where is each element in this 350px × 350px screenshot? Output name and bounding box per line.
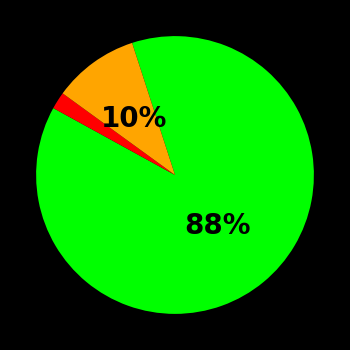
Text: 10%: 10%	[101, 105, 167, 133]
Text: 88%: 88%	[184, 212, 251, 240]
Wedge shape	[36, 36, 314, 314]
Wedge shape	[53, 93, 175, 175]
Wedge shape	[63, 43, 175, 175]
